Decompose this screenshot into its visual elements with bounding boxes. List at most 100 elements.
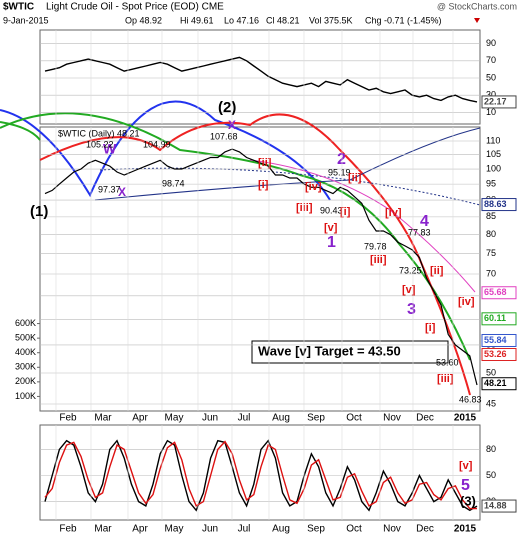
y-tick-label: 75	[486, 248, 496, 258]
x-tick-label: Nov	[383, 524, 401, 535]
annotation: [iv]	[385, 207, 402, 219]
value-box	[481, 286, 517, 300]
y-tick-label: 85	[486, 211, 496, 221]
symbol: $WTIC	[3, 2, 34, 13]
y-tick-label: 50	[486, 367, 496, 377]
y-tick-label: 70	[486, 55, 496, 65]
y-tick-label: 90	[486, 38, 496, 48]
x-tick-label: 2015	[454, 413, 477, 424]
y-tick-label: 30	[486, 90, 496, 100]
value-box	[481, 333, 517, 347]
annotation: 77.83	[408, 227, 431, 237]
annotation: [v]	[402, 284, 416, 296]
annotation: [i]	[425, 322, 436, 334]
high: Hi 49.61	[180, 15, 214, 25]
x-tick-label: Apr	[132, 524, 148, 535]
value-label: 48.21	[484, 378, 507, 388]
value-label: 22.17	[484, 96, 507, 106]
y-tick-label: 10	[486, 107, 496, 117]
annotation: W	[103, 141, 117, 157]
y2-tick-label: 100K	[15, 391, 36, 401]
target-text: Wave [v] Target = 43.50	[258, 343, 401, 358]
date: 9-Jan-2015	[3, 15, 49, 25]
annotation: [ii]	[348, 172, 362, 184]
series-line	[44, 440, 477, 510]
x-tick-label: Feb	[59, 524, 77, 535]
x-tick-label: Aug	[272, 524, 290, 535]
x-tick-label: Mar	[94, 413, 112, 424]
x-tick-label: Oct	[346, 413, 362, 424]
annotation: [i]	[258, 179, 269, 191]
open: Op 48.92	[125, 15, 162, 25]
annotation: 2	[337, 151, 346, 168]
target-box	[251, 340, 449, 364]
annotation: (1)	[30, 203, 48, 220]
annotation: (3)	[460, 493, 476, 508]
annotation: 53.60	[436, 357, 459, 367]
x-tick-label: Apr	[132, 413, 148, 424]
series-line	[44, 56, 478, 103]
ma-pink	[249, 159, 476, 293]
x-tick-label: Dec	[416, 413, 434, 424]
value-label: 65.68	[484, 287, 507, 297]
value-box	[481, 347, 517, 361]
y2-tick-label: 200K	[15, 376, 36, 386]
annotation: [iii]	[296, 202, 313, 214]
green-tail	[0, 121, 41, 141]
annotation: 46.83	[459, 394, 482, 404]
x-tick-label: Jun	[202, 524, 218, 535]
annotation: 98.74	[162, 178, 185, 188]
value-box	[481, 312, 517, 326]
y-tick-label: 105	[486, 149, 501, 159]
x-tick-label: Dec	[416, 524, 434, 535]
value-label: 88.63	[484, 199, 507, 209]
y2-tick-label: 600K	[15, 318, 36, 328]
x-tick-label: May	[165, 524, 184, 535]
x-tick-label: Sep	[307, 413, 325, 424]
y2-tick-label: 300K	[15, 362, 36, 372]
x-tick-label: Jul	[238, 524, 251, 535]
annotation: 5	[461, 477, 470, 494]
series-line	[44, 148, 478, 386]
annotation: [iv]	[458, 296, 475, 308]
y-tick-label: 70	[486, 268, 496, 278]
x-tick-label: Mar	[94, 524, 112, 535]
y-tick-label: 50	[486, 72, 496, 82]
ma-200	[99, 167, 481, 206]
x-tick-label: Oct	[346, 524, 362, 535]
value-label: 60.11	[484, 313, 506, 323]
annotation: [iii]	[437, 373, 454, 385]
x-tick-label: Jun	[202, 413, 218, 424]
annotation: (2)	[218, 99, 236, 116]
annotation: 4	[420, 213, 429, 230]
annotation: 3	[407, 301, 416, 318]
annotation: [ii]	[430, 265, 444, 277]
annotation: [iii]	[370, 254, 387, 266]
x-tick-label: Jul	[238, 413, 251, 424]
x-tick-label: Aug	[272, 413, 290, 424]
annotation: 95.19	[328, 167, 351, 177]
value-label: 53.26	[484, 349, 507, 359]
y-tick-label: 80	[486, 444, 496, 454]
annotation: [i]	[340, 206, 351, 218]
y-tick-label: 80	[486, 229, 496, 239]
value-label: 55.84	[484, 335, 507, 345]
y2-tick-label: 500K	[15, 333, 36, 343]
annotation: [ii]	[258, 157, 272, 169]
annotation: 90.43	[320, 205, 343, 215]
value-box	[481, 499, 517, 513]
value-label: 14.88	[484, 500, 507, 510]
y2-tick-label: 400K	[15, 347, 36, 357]
annotation: X	[118, 185, 126, 199]
price-panel	[39, 126, 481, 412]
annotation: 105.22	[86, 139, 114, 149]
value-box	[481, 198, 517, 212]
volume: Vol 375.5K	[309, 15, 353, 25]
ma-long	[94, 127, 481, 201]
x-tick-label: Feb	[59, 413, 77, 424]
annotation: 73.25	[399, 265, 422, 275]
value-box	[481, 95, 517, 109]
down-arrow	[474, 18, 480, 23]
low: Lo 47.16	[224, 15, 259, 25]
close: Cl 48.21	[266, 15, 300, 25]
